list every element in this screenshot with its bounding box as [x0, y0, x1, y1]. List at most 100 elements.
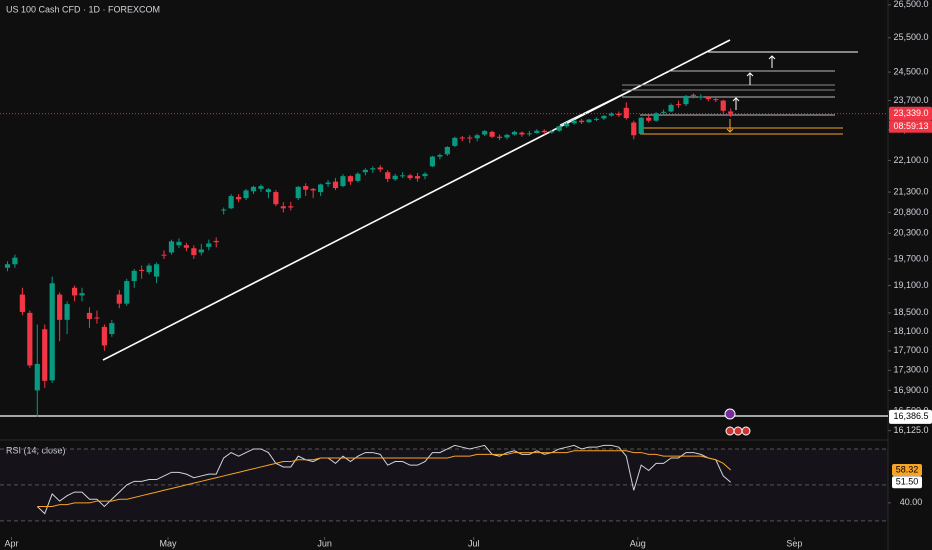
candle-body: [295, 186, 301, 199]
y-tick-label: 17,300.0: [893, 365, 928, 375]
candle-body: [549, 131, 555, 133]
candle-body: [452, 137, 458, 146]
candle-body: [489, 131, 495, 137]
rsi-title: RSI (14, close): [6, 445, 66, 455]
rsi-tag-label: 51.50: [896, 477, 919, 487]
candle-body: [332, 181, 339, 189]
rsi-tag: [892, 463, 922, 476]
candle-body: [116, 294, 122, 304]
arrows: [726, 55, 776, 133]
candle-body: [586, 119, 592, 123]
candle-body: [42, 329, 48, 381]
chart-title: US 100 Cash CFD · 1D · FOREXCOM: [6, 4, 160, 14]
y-tick-label: 17,700.0: [893, 345, 928, 355]
arrow-up: [732, 97, 740, 110]
y-tick-label: 20,800.0: [893, 207, 928, 217]
candle-body: [653, 113, 659, 121]
x-tick-label: May: [160, 538, 178, 548]
rsi-line: [36, 444, 732, 515]
event-icon: [725, 426, 735, 436]
arrow-up: [768, 55, 776, 68]
candle-body: [467, 137, 473, 139]
price-tag: [889, 409, 932, 424]
x-tick-label: Sep: [786, 538, 802, 548]
candle-body: [303, 186, 309, 190]
candle-body: [265, 189, 272, 193]
y-tick-label: 16,900.0: [893, 385, 928, 395]
candle-body: [571, 120, 577, 124]
candle-body: [623, 107, 629, 119]
candle-body: [109, 323, 115, 334]
candle-body: [519, 132, 525, 135]
candle-body: [720, 100, 726, 111]
candle-body: [698, 96, 704, 98]
y-tick-label: 24,500.0: [893, 66, 928, 76]
x-tick-label: Apr: [4, 538, 18, 548]
candle-body: [34, 363, 40, 391]
candle-body: [176, 241, 182, 246]
candle-body: [407, 175, 413, 179]
candle-body: [392, 175, 398, 180]
candle-body: [444, 146, 450, 155]
candle-body: [139, 269, 145, 271]
candle-body: [27, 312, 33, 366]
y-tick-label: 18,500.0: [893, 307, 928, 317]
rsi-tag: [892, 476, 922, 489]
rsi-line: [37, 450, 732, 507]
candle-body: [511, 131, 518, 135]
candle-body: [228, 196, 234, 209]
candle-body: [340, 176, 346, 187]
candle-body: [310, 188, 316, 191]
candle-body: [459, 137, 465, 139]
y-tick-label: 18,100.0: [893, 326, 928, 336]
trend-line: [559, 69, 673, 126]
arrow-up: [746, 72, 754, 85]
candle-body: [355, 173, 361, 181]
candle-body: [318, 184, 324, 193]
candle-body: [206, 243, 212, 247]
y-tick-label: 21,300.0: [893, 186, 928, 196]
candle-body: [675, 104, 682, 106]
candle-body: [377, 167, 383, 170]
candle-body: [578, 120, 585, 123]
candle-body: [437, 155, 443, 157]
candle-body: [593, 118, 600, 120]
candle-body: [273, 192, 279, 205]
candle-body: [556, 126, 562, 131]
candle-body: [608, 113, 614, 116]
candle-body: [131, 270, 137, 282]
y-tick-label: 22,100.0: [893, 155, 928, 165]
candle-body: [213, 240, 219, 243]
candle-body: [601, 115, 607, 119]
candle-body: [86, 312, 93, 319]
candle-body: [347, 176, 354, 182]
y-tick-label: 23,700.0: [893, 95, 928, 105]
candle-body: [534, 130, 540, 133]
candle-body: [183, 245, 189, 248]
candle-body: [258, 186, 264, 189]
candle-body: [526, 133, 532, 135]
candle-body: [631, 122, 637, 136]
candle-body: [250, 186, 257, 192]
candle-body: [429, 156, 436, 167]
candle-body: [616, 113, 622, 116]
candle-body: [638, 117, 644, 134]
y-tick-label: 20,300.0: [893, 228, 928, 238]
candle-body: [168, 241, 175, 253]
candle-body: [385, 172, 391, 179]
rsi-tag-label: 58.32: [896, 464, 919, 474]
candle-body: [124, 281, 130, 304]
price-tag-label: 23,339.0: [893, 108, 928, 118]
candle-body: [94, 317, 100, 319]
event-icon: [724, 408, 736, 420]
candle-body: [64, 304, 70, 320]
candle-body: [153, 264, 160, 277]
candle-body: [422, 173, 428, 177]
candle-body: [325, 182, 331, 185]
candle-body: [705, 96, 711, 100]
x-tick-label: Aug: [630, 538, 646, 548]
countdown: 08:59:13: [893, 121, 928, 131]
candle-body: [191, 248, 197, 256]
candle-body: [400, 175, 406, 177]
